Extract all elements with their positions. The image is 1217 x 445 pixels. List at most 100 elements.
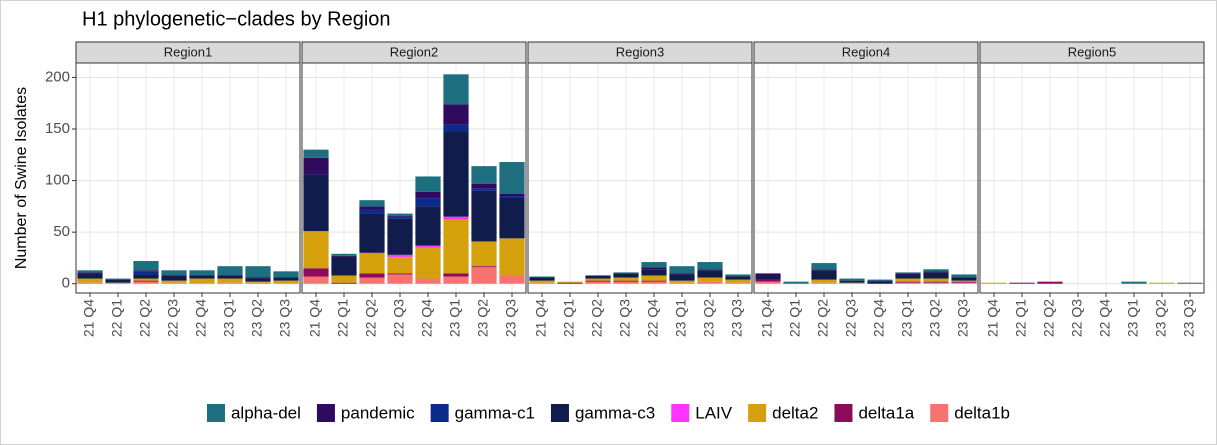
bar-segment <box>725 276 751 280</box>
bar-segment <box>217 275 243 277</box>
bar-segment <box>133 278 159 281</box>
bar-segment <box>613 277 639 281</box>
bar-segment <box>387 274 413 284</box>
bar-segment <box>387 216 413 219</box>
bar-segment <box>923 272 949 279</box>
bar-segment <box>499 193 525 197</box>
bar-segment <box>529 280 555 283</box>
bar-segment <box>273 271 299 278</box>
legend-key <box>206 404 225 422</box>
bar-segment <box>359 213 385 253</box>
bar-segment <box>895 275 921 279</box>
bar-segment <box>331 275 357 283</box>
bar-segment <box>471 183 497 189</box>
bar-segment <box>669 274 695 281</box>
bar-segment <box>725 282 751 284</box>
x-tick-label: 22 Q4 <box>645 299 661 337</box>
x-tick-label: 23 Q2 <box>1153 299 1169 337</box>
bar-segment <box>641 262 667 268</box>
bar-segment <box>273 277 299 281</box>
bar-segment <box>1009 282 1035 284</box>
bar-segment <box>499 162 525 194</box>
bar-segment <box>641 269 667 276</box>
x-tick-label: 21 Q4 <box>81 299 97 337</box>
bar-segment <box>77 270 103 273</box>
x-tick-label: 22 Q2 <box>1041 299 1057 337</box>
bar-segment <box>443 74 469 105</box>
bar-segment <box>105 278 131 280</box>
bar-segment <box>443 273 469 277</box>
bar-segment <box>895 281 921 283</box>
bar-segment <box>923 269 949 272</box>
legend-label: delta1a <box>858 403 914 422</box>
bar-segment <box>499 238 525 276</box>
legend-key <box>748 404 767 422</box>
bar-segment <box>585 281 611 284</box>
bar-segment <box>529 282 555 284</box>
bar-segment <box>189 275 215 279</box>
legend-label: delta1b <box>954 403 1010 422</box>
y-tick-label: 0 <box>62 275 70 292</box>
bar-segment <box>161 270 187 276</box>
x-tick-label: 23 Q2 <box>927 299 943 337</box>
bar-segment <box>471 188 497 191</box>
x-tick-label: 23 Q3 <box>1181 299 1197 337</box>
bar-segment <box>641 267 667 270</box>
bar-segment <box>443 104 469 125</box>
bar-segment <box>105 282 131 284</box>
strip-label: Region1 <box>164 44 212 59</box>
x-tick-label: 22 Q2 <box>589 299 605 337</box>
bar-segment <box>895 272 921 274</box>
bar-segment <box>245 281 271 283</box>
strip-label: Region2 <box>390 44 438 59</box>
bar-segment <box>923 282 949 284</box>
bar-segment <box>161 276 187 281</box>
bar-segment <box>951 274 977 278</box>
x-tick-label: 22 Q4 <box>1097 299 1113 337</box>
bar-segment <box>217 278 243 283</box>
bar-segment <box>613 280 639 282</box>
bar-segment <box>359 209 385 214</box>
bar-segment <box>387 215 413 217</box>
bar-segment <box>331 255 357 257</box>
y-tick-label: 100 <box>45 172 70 189</box>
bar-segment <box>557 281 583 283</box>
bar-segment <box>951 282 977 284</box>
bar-segment <box>331 253 357 256</box>
bar-segment <box>839 282 865 284</box>
bar-segment <box>387 213 413 216</box>
bar-segment <box>613 273 639 278</box>
x-tick-label: 23 Q2 <box>475 299 491 337</box>
legend-key <box>834 404 853 422</box>
x-tick-label: 22 Q1 <box>109 299 125 337</box>
bar-segment <box>499 197 525 239</box>
bar-segment <box>471 267 497 284</box>
bar-segment <box>697 277 723 282</box>
y-tick-label: 200 <box>45 68 70 85</box>
bar-segment <box>415 206 441 246</box>
bar-segment <box>245 277 271 279</box>
bar-segment <box>951 281 977 283</box>
legend-label: delta2 <box>772 403 818 422</box>
bar-segment <box>529 276 555 278</box>
bar-segment <box>725 274 751 277</box>
x-tick-label: 23 Q1 <box>1125 299 1141 337</box>
bar-segment <box>217 282 243 284</box>
bar-segment <box>641 280 667 282</box>
bar-segment <box>387 218 413 255</box>
bar-segment <box>811 270 837 280</box>
x-tick-label: 21 Q4 <box>533 299 549 337</box>
bar-segment <box>161 282 187 284</box>
strip-label: Region3 <box>616 44 664 59</box>
bar-segment <box>387 254 413 257</box>
x-tick-label: 23 Q3 <box>955 299 971 337</box>
bar-segment <box>669 280 695 283</box>
x-tick-label: 22 Q2 <box>815 299 831 337</box>
bar-segment <box>245 282 271 284</box>
x-tick-label: 22 Q3 <box>391 299 407 337</box>
x-tick-label: 22 Q4 <box>871 299 887 337</box>
bar-segment <box>471 190 497 242</box>
bar-segment <box>77 273 103 279</box>
bar-segment <box>161 275 187 277</box>
bar-segment <box>697 270 723 278</box>
